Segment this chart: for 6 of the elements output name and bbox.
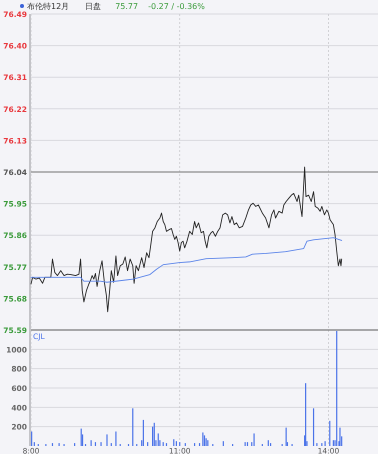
chart-title: 布伦特12月 xyxy=(27,2,70,11)
text: 日盘 xyxy=(85,2,102,11)
line-series xyxy=(30,166,342,312)
text: 75.77 xyxy=(115,2,138,11)
text: -0.27 / -0.36% xyxy=(148,2,206,11)
line-series xyxy=(30,237,342,283)
